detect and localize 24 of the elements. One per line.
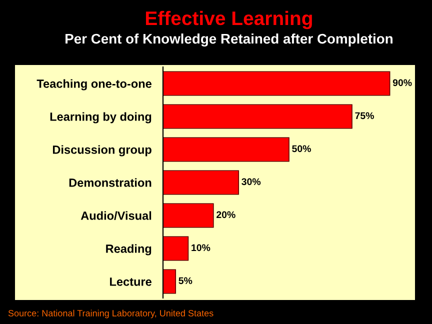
bar [163, 104, 352, 129]
bar [163, 170, 240, 195]
y-tick-label: Audio/Visual [80, 211, 152, 220]
data-label: 90% [392, 79, 412, 86]
bar [163, 137, 290, 162]
data-label: 10% [192, 244, 210, 252]
bar [163, 71, 390, 96]
bar [163, 269, 176, 294]
y-tick-label: Lecture [110, 278, 152, 286]
data-label: 5% [178, 277, 192, 284]
y-tick-label: Demonstration [69, 178, 152, 187]
source-note: Source: National Training Laboratory, United States [8, 310, 214, 318]
bar [163, 203, 214, 228]
chart-title: Effective Learning [146, 10, 312, 30]
y-tick-label: Learning by doing [50, 112, 152, 124]
y-tick-label: Reading [106, 244, 152, 256]
data-label: 75% [355, 112, 374, 120]
y-tick-label: Teaching one-to-one [36, 79, 152, 90]
data-label: 20% [216, 211, 236, 218]
y-tick-label: Discussion group [52, 145, 152, 156]
data-label: 30% [242, 178, 261, 186]
chart-subtitle: Per Cent of Knowledge Retained after Completion [66, 33, 392, 47]
bar [163, 236, 189, 261]
data-label: 50% [292, 145, 311, 152]
